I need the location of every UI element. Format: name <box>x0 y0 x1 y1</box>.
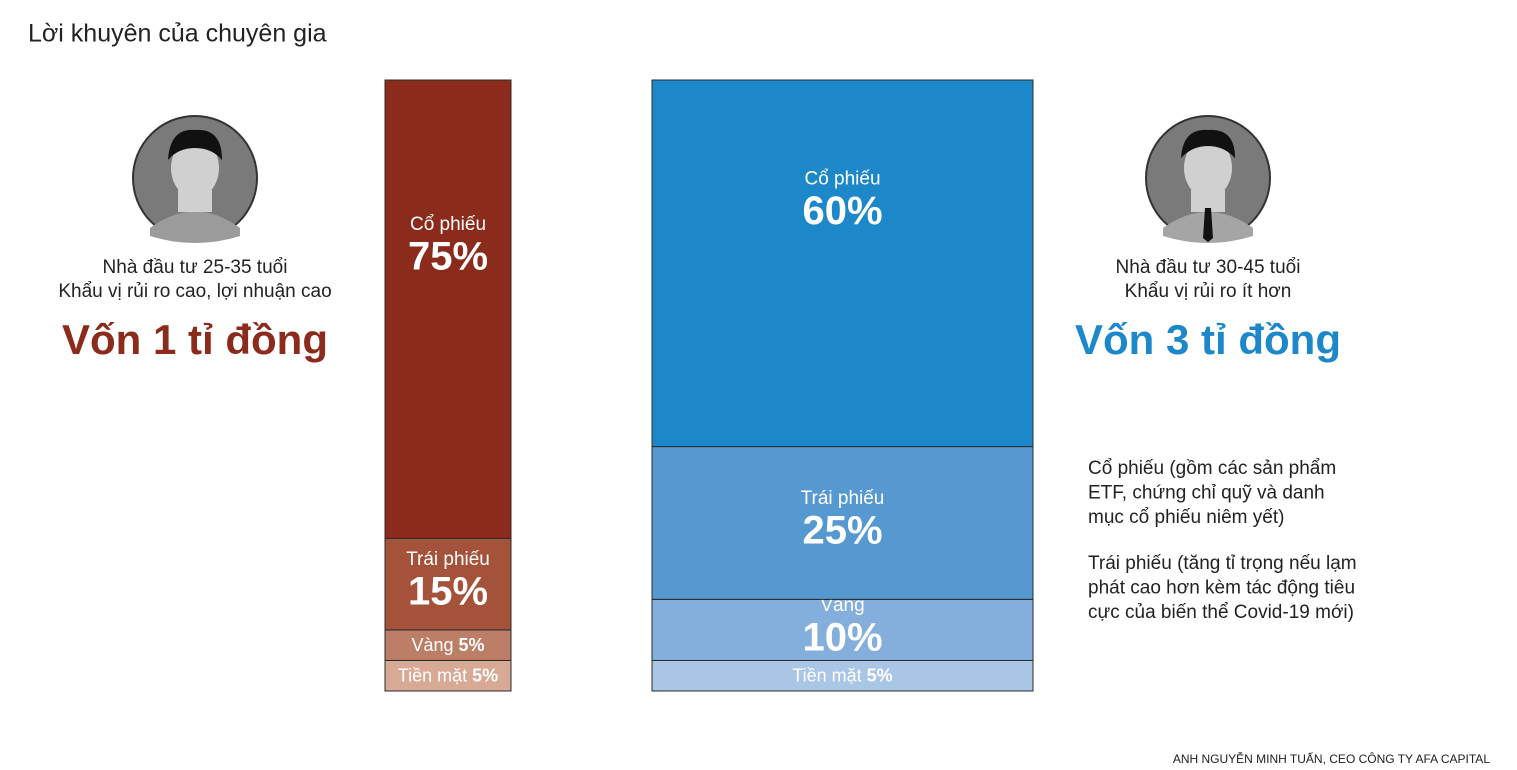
profile-line: Nhà đầu tư 30-45 tuổi <box>1116 257 1301 278</box>
segment-value: 75% <box>408 235 488 279</box>
capital: Vốn 1 tỉ đồng <box>62 316 328 363</box>
segment-value: 5% <box>472 665 498 685</box>
title: Lời khuyên của chuyên gia <box>28 20 327 48</box>
note-line: cực của biến thể Covid-19 mới) <box>1088 602 1354 623</box>
segment-label: Tiền mặt 5% <box>398 665 498 685</box>
segment-name: Vàng <box>411 635 453 655</box>
note-line: mục cổ phiếu niêm yết) <box>1088 507 1284 528</box>
segment-value: 15% <box>408 570 488 614</box>
segment <box>651 598 1034 661</box>
note-line: Trái phiếu (tăng tỉ trọng nếu lạm <box>1088 553 1357 574</box>
segment <box>651 659 1034 692</box>
note-line: phát cao hơn kèm tác động tiêu <box>1088 578 1355 599</box>
segment <box>651 79 1034 448</box>
segment-name: Cổ phiếu <box>410 214 486 235</box>
segment <box>384 79 512 539</box>
capital: Vốn 3 tỉ đồng <box>1075 316 1341 363</box>
segment <box>384 537 512 631</box>
avatar <box>1145 115 1271 243</box>
note-line: Cổ phiếu (gồm các sản phẩm <box>1088 458 1336 479</box>
source: ANH NGUYỄN MINH TUẤN, CEO CÔNG TY AFA CA… <box>1173 751 1491 766</box>
segment-name: Trái phiếu <box>406 549 490 570</box>
profile-line: Nhà đầu tư 25-35 tuổi <box>103 257 288 278</box>
profile-line: Khẩu vị rủi ro ít hơn <box>1125 281 1292 302</box>
segment-name: Vàng <box>820 595 864 616</box>
segment-name: Cổ phiếu <box>804 168 880 189</box>
segment-value: 5% <box>459 635 485 655</box>
segment-name: Tiền mặt <box>398 665 467 685</box>
profile-line: Khẩu vị rủi ro cao, lợi nhuận cao <box>58 281 331 302</box>
segment <box>651 446 1034 600</box>
segment-name: Tiền mặt <box>792 665 861 685</box>
segment <box>384 629 512 661</box>
avatar <box>132 115 258 243</box>
note-line: ETF, chứng chỉ quỹ và danh <box>1088 483 1325 504</box>
segment-value: 10% <box>802 615 882 659</box>
segment-label: Vàng 5% <box>411 635 484 655</box>
segment-name: Trái phiếu <box>801 488 885 509</box>
segment-label: Tiền mặt 5% <box>792 665 892 685</box>
segment-value: 60% <box>802 189 882 233</box>
segment-value: 5% <box>867 665 893 685</box>
segment <box>384 659 512 692</box>
segment-value: 25% <box>802 509 882 553</box>
